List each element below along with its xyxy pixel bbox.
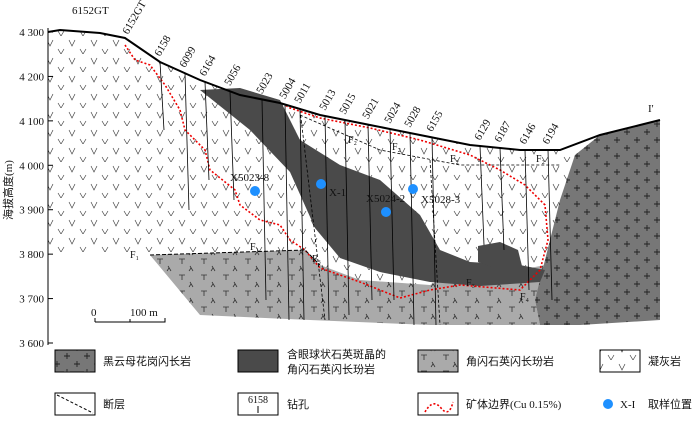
legend-swatch <box>418 350 458 372</box>
top-label: 6152GT <box>72 5 109 17</box>
fault-label: F₂ <box>348 135 357 146</box>
legend-swatch <box>417 392 459 416</box>
drill-label: 5056 <box>222 62 244 87</box>
drill-hole <box>204 81 210 181</box>
drill-label: 6155 <box>424 108 446 133</box>
drill-label: 5028 <box>402 104 424 129</box>
scale-bar <box>94 318 166 323</box>
legend-label: 取样位置 <box>648 397 692 411</box>
drill-hole <box>431 137 437 326</box>
legend-label: 钻孔 <box>287 397 309 411</box>
fault-label: F₁ <box>250 242 259 253</box>
drill-hole <box>344 119 350 316</box>
drill-label: 6158 <box>152 33 174 58</box>
drill-label: 5024 <box>382 100 404 125</box>
legend-label: 断层 <box>103 397 125 411</box>
drill-label: 6099 <box>177 44 199 69</box>
fault <box>429 159 441 326</box>
legend-sample-dot <box>603 399 613 409</box>
y-tick-label: 3 800 <box>19 249 44 261</box>
drill-hole <box>229 91 235 201</box>
legend-swatch <box>599 349 641 373</box>
y-tick-label: 4 100 <box>19 116 44 128</box>
legend-label: 凝灰岩 <box>648 354 681 368</box>
drill-hole <box>184 73 190 211</box>
drill-hole <box>284 104 290 321</box>
scale-start: 0 <box>91 307 97 319</box>
drill-label: 6194 <box>540 121 562 146</box>
fault-label: F₂ <box>536 154 545 165</box>
drill-hole <box>547 149 553 301</box>
drill-label: 6187 <box>492 119 514 144</box>
legend-label: 角闪石英闪长玢岩 <box>287 362 375 376</box>
axis-title: 海拔高度(m) <box>1 160 15 220</box>
legend-swatch <box>55 350 95 372</box>
fault-label: F₃ <box>466 278 475 289</box>
drill-hole <box>479 145 485 246</box>
legend-swatch <box>237 392 279 416</box>
drill-label: 6164 <box>197 53 219 78</box>
ore-boundary <box>124 44 549 299</box>
fault <box>299 109 326 321</box>
legend-swatch <box>237 349 279 373</box>
drill-hole <box>367 124 373 301</box>
drill-hole <box>159 61 165 131</box>
drill-label: 5023 <box>254 70 276 95</box>
legend-fault <box>56 394 94 414</box>
drill-label: 5021 <box>360 96 381 121</box>
legend: 黑云母花岗闪长岩 含眼球状石英斑晶的 角闪石英闪长玢岩 角闪石英闪长玢岩 凝灰岩… <box>54 347 692 416</box>
fault-label: F₁ <box>130 250 139 261</box>
drill-label: 5013 <box>317 87 339 112</box>
fault <box>149 249 321 266</box>
legend-drill-sample: 6158 <box>248 395 268 406</box>
sample-point <box>250 186 260 196</box>
eye-porphyry <box>200 88 545 286</box>
drill-hole <box>499 147 505 251</box>
fault-label: F₃ <box>312 254 321 265</box>
sample-point <box>316 179 326 189</box>
sample-point <box>408 184 418 194</box>
drill-hole <box>409 132 415 326</box>
sample-point <box>381 207 391 217</box>
y-tick-label: 3 600 <box>19 338 44 350</box>
y-tick-label: 3 900 <box>19 205 44 217</box>
fault-label: F₄ <box>520 292 530 303</box>
sample-label: X5023-8 <box>230 172 270 184</box>
legend-label: 矿体边界(Cu 0.15%) <box>466 397 562 411</box>
fault-label: F₂ <box>392 142 401 153</box>
sample-label: X-1 <box>329 187 346 199</box>
porphyry-pattern <box>150 250 545 325</box>
legend-ore <box>424 401 454 413</box>
fault-label: F₂ <box>450 154 459 165</box>
legend-label: 黑云母花岗闪长岩 <box>103 354 191 368</box>
sample-label: X5024-2 <box>366 193 405 205</box>
y-tick-label: 4 000 <box>19 160 44 172</box>
scale-end: 100 m <box>130 307 158 319</box>
granodiorite-pattern <box>535 120 660 325</box>
drill-label: 6129 <box>472 117 494 142</box>
sample-label: X5028-3 <box>421 194 461 206</box>
drill-label: 6152GT <box>120 0 149 37</box>
drill-label: 6146 <box>517 121 539 146</box>
drill-label: 5015 <box>337 91 359 116</box>
y-tick-label: 4 200 <box>19 71 44 83</box>
legend-label: X-I <box>620 399 636 411</box>
drill-hole <box>299 108 305 321</box>
drill-hole <box>524 149 530 291</box>
eye-porphyry <box>478 242 522 268</box>
legend-label: 含眼球状石英斑晶的 <box>287 347 386 361</box>
y-tick-label: 3 700 <box>19 294 44 306</box>
section-end: I' <box>648 103 654 115</box>
y-tick-label: 4 300 <box>19 27 44 39</box>
topography <box>47 28 661 151</box>
drill-hole <box>261 99 267 301</box>
legend-label: 角闪石英闪长玢岩 <box>466 354 554 368</box>
drill-hole <box>324 115 330 321</box>
drill-hole <box>389 128 395 301</box>
